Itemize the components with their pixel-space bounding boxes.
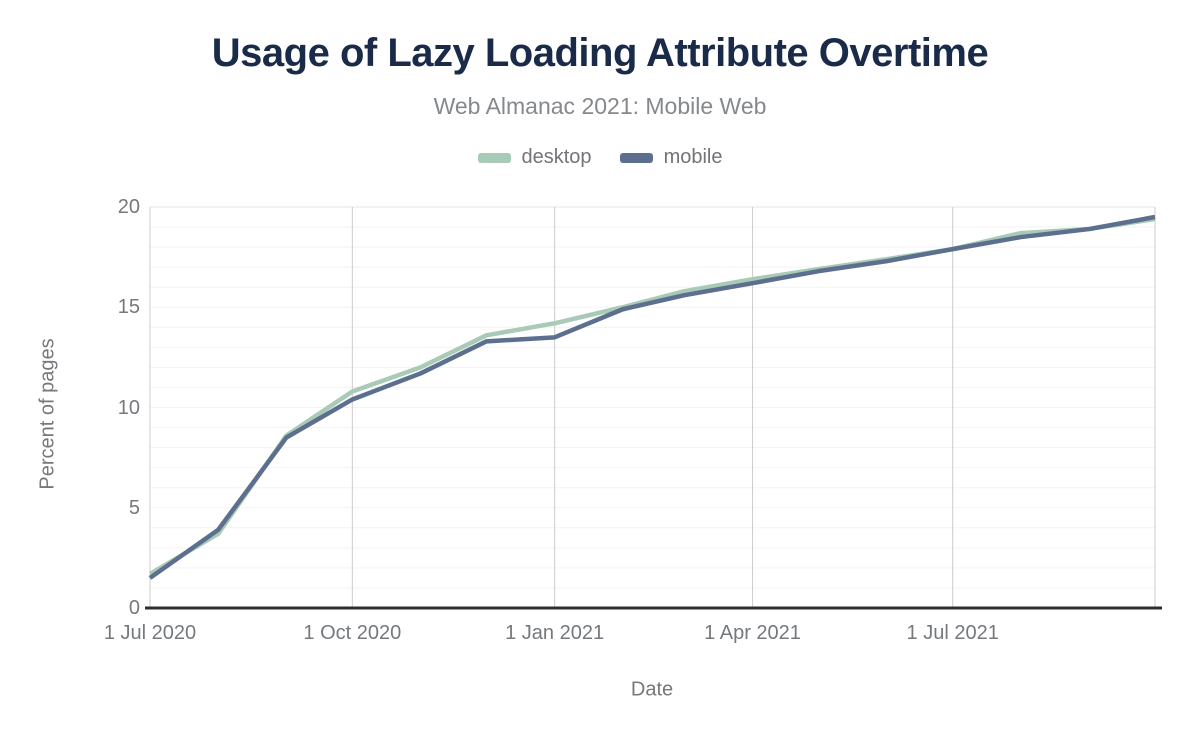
desktop-series-line [148, 216, 1156, 576]
x-axis-title: Date [630, 678, 674, 701]
y-tick-label: 0 [128, 597, 140, 619]
y-tick-label: 20 [117, 196, 140, 218]
x-tick-label: 1 Jan 2021 [505, 622, 605, 644]
chart-title: Usage of Lazy Loading Attribute Overtime [211, 31, 989, 75]
x-tick-label: 1 Oct 2020 [303, 622, 402, 644]
x-tick-label: 1 Apr 2021 [704, 622, 801, 644]
y-axis-title: Percent of pages [36, 338, 59, 490]
y-tick-label: 15 [117, 296, 140, 319]
mobile-series-line [148, 214, 1156, 580]
legend-label-desktop: desktop [521, 146, 592, 168]
mobile-series-swatch-icon [619, 152, 653, 163]
chart-subtitle: Web Almanac 2021: Mobile Web [433, 93, 767, 119]
legend: desktop mobile [0, 146, 1200, 169]
legend-item-desktop[interactable]: desktop [477, 146, 592, 169]
x-tick-label: 1 Jul 2021 [906, 622, 999, 644]
desktop-series-swatch-icon [477, 152, 511, 163]
y-tick-label: 5 [128, 496, 140, 519]
y-tick-label: 10 [117, 396, 140, 419]
legend-label-mobile: mobile [663, 146, 723, 168]
x-tick-label: 1 Jul 2020 [103, 622, 197, 644]
legend-item-mobile[interactable]: mobile [619, 146, 723, 169]
